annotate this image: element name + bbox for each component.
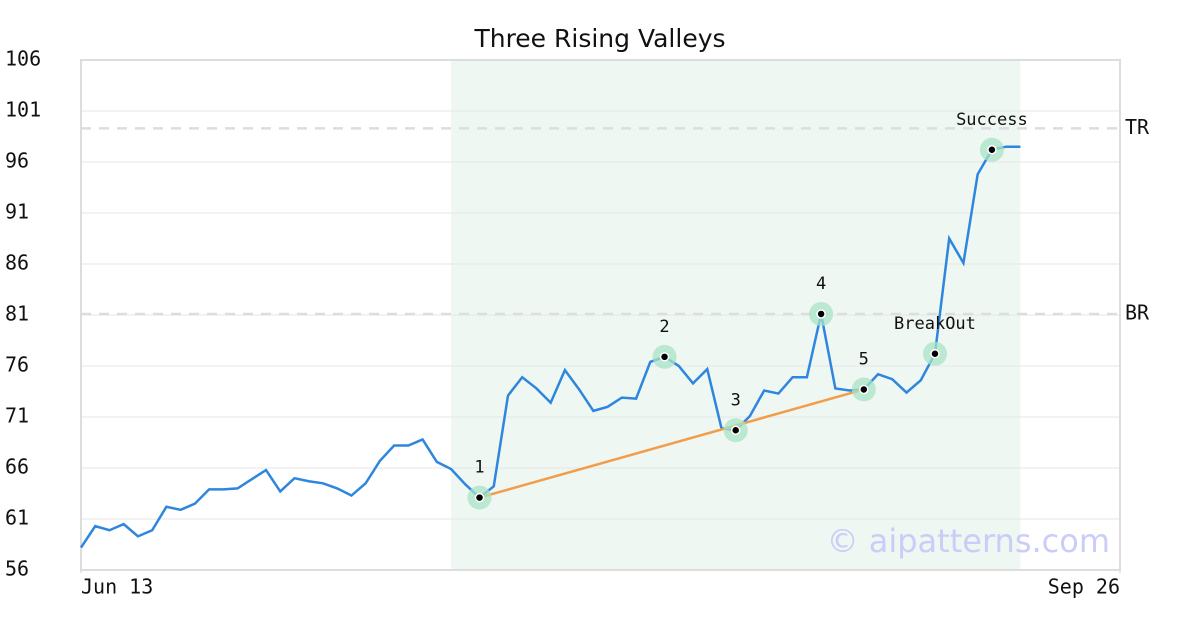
point-dot [659,352,670,362]
point-label: 3 [731,390,741,410]
point-dot [859,384,869,395]
trendline [479,388,865,499]
point-dot [730,425,741,436]
point-label: 1 [474,458,484,478]
y-tick-label: 81 [5,302,29,326]
point-label: Success [956,110,1028,130]
y-tick-label: 71 [5,404,29,428]
point-dot [474,492,485,503]
chart-title: Three Rising Valleys [473,24,725,53]
watermark: © aipatterns.com [827,522,1110,560]
point-label: 5 [859,349,869,369]
y-tick-label: 56 [5,557,29,581]
level-label: TR [1125,115,1150,139]
x-tick-label: Sep 26 [1048,575,1120,599]
y-tick-label: 86 [5,251,29,275]
y-tick-label: 76 [5,353,29,377]
y-tick-label: 106 [5,47,41,71]
y-tick-label: 96 [5,149,29,173]
y-tick-label: 61 [5,506,29,530]
y-tick-label: 91 [5,200,29,224]
point-dot [987,145,997,155]
point-dot [930,349,940,359]
y-tick-label: 66 [5,455,29,479]
point-label: 2 [659,317,669,337]
level-label: BR [1125,300,1150,324]
point-label: 4 [816,274,826,294]
point-label: BreakOut [894,314,976,334]
point-dot [816,309,826,319]
y-tick-label: 101 [5,98,41,122]
x-tick-label: Jun 13 [81,575,153,599]
